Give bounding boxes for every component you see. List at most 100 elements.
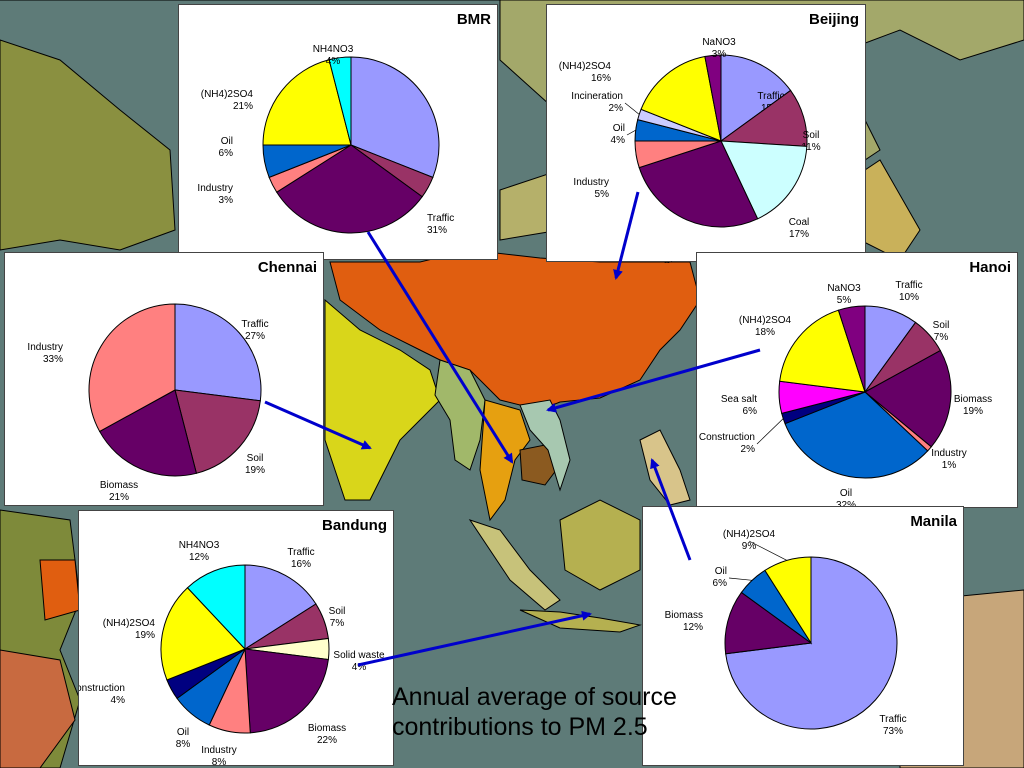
slice-label-nano3: NaNO3 [702,37,736,48]
chart-title-bandung: Bandung [322,517,387,534]
pie-chart-bmr: Traffic31%Soil4%Biomass31%Industry3%Oil6… [197,44,454,236]
slice-value-soil: 7% [934,332,949,343]
slice-value-industry: 3% [219,195,234,206]
slice-value-oil: 8% [176,739,191,750]
pie-slice-industry [88,303,176,433]
pie-slice-nano3 [704,54,722,142]
slice-value-industry: 1% [942,460,957,471]
panel-beijing: Traffic15%Soil11%Coal17%Biomass27%Indust… [546,4,866,263]
pie-slice--nh4-2so4 [262,59,352,146]
slice-label--nh4-2so4: (NH4)2SO4 [201,89,254,100]
slice-value--nh4-2so4: 18% [755,327,775,338]
slice-label-soil: Soil [329,606,346,617]
pie-slice-nano3 [837,305,866,393]
chart-title-chennai: Chennai [257,259,317,276]
slice-value-soil: 19% [245,465,265,476]
caption-line-2: contributions to PM 2.5 [392,713,648,741]
slice-value-oil: 6% [219,148,234,159]
slice-label--nh4-2so4: (NH4)2SO4 [739,315,792,326]
slice-value-traffic: 16% [291,559,311,570]
slice-value--nh4-2so4: 16% [591,73,611,84]
chart-title-beijing: Beijing [808,11,859,28]
pie-slice-biomass [864,349,952,448]
slice-value-oil: 4% [611,135,626,146]
slice-label-soil: Soil [933,320,950,331]
slice-label-soil: Soil [803,130,820,141]
slice-label-oil: Oil [840,488,852,499]
slice-label-nh4no3: NH4NO3 [179,540,220,551]
map-borneo [559,499,641,591]
pie-chart-beijing: Traffic15%Soil11%Coal17%Biomass27%Indust… [559,37,821,263]
slice-value--nh4-2so4: 21% [233,101,253,112]
panel-bandung: Traffic 16% Soil 7% Solid waste 4% Biomass 22% I… [78,510,394,767]
slice-value-nh4no3: 12% [189,552,209,563]
slice-value-solid-waste: 4% [352,662,367,673]
slice-value-coal: 17% [789,229,809,240]
slice-value-oil: 32% [836,500,856,509]
slice-label-soil: Soil [247,453,264,464]
slice-label-biomass: Biomass [954,394,992,405]
pie-slice-oil [784,391,929,479]
panel-chennai: Traffic 27% Soil 19% Biomass 21% Industry 33% C… [4,252,324,506]
map-arabia [39,559,81,621]
pie-slice-biomass [98,389,197,477]
slice-label-oil: Oil [177,727,189,738]
slice-label-biomass: Biomass [664,261,702,263]
chart-title-bmr: BMR [456,11,491,28]
slice-value--nh4-2so4: 19% [135,630,155,641]
slice-value-biomass: 21% [109,492,129,503]
slice-label--nh4-2so4: (NH4)2SO4 [559,61,612,72]
slice-label-coal: Coal [789,217,810,228]
slice-value-oil: 6% [713,578,728,589]
leader-line-construction [756,418,784,445]
slice-value--nh4-2so4: 9% [742,541,757,552]
slice-label-traffic: Traffic [757,91,784,102]
slice-label-incineration: Incineration [571,91,623,102]
slice-label-biomass: Biomass [308,723,346,734]
pie-slice-traffic [720,54,792,142]
pie-slice--nh4-2so4 [640,55,722,142]
pie-slice-nh4no3 [186,564,246,651]
slice-value-traffic: 27% [245,331,265,342]
slice-label-oil: Oil [221,136,233,147]
slice-value-soil: 11% [801,142,820,153]
slice-value-industry: 33% [43,354,63,365]
slice-value-nano3: 5% [837,295,852,306]
slide-caption: Annual average of source contributions t… [392,682,732,742]
pie-slice-biomass [724,591,813,655]
slice-value-construction: 4% [111,695,126,706]
map-sumatra [468,519,561,611]
pie-slice-nh4no3 [328,56,352,146]
panel-manila: Traffic 73% Biomass 12% Oil 6% (NH4)2SO4 9% Man… [642,506,964,766]
slice-label-industry: Industry [201,745,237,756]
pie-slice--nh4-2so4 [764,556,812,645]
slice-label-oil: Oil [613,123,625,134]
pie-slice--nh4-2so4 [779,309,866,393]
slice-value-sea-salt: 6% [743,406,758,417]
slice-value-industry: 8% [212,757,227,767]
slice-label-biomass: Biomass [665,610,703,621]
pie-slice-biomass [244,648,329,734]
leader-line--nh4-2so4 [748,540,788,561]
slice-label-nano3: NaNO3 [827,283,861,294]
slice-value-traffic: 10% [899,292,919,303]
slice-label--nh4-2so4: (NH4)2SO4 [723,529,776,540]
slice-value-traffic: 31% [427,225,447,236]
leader-line-oil [728,577,753,581]
slice-value-traffic: 73% [883,726,903,737]
slice-label-industry: Industry [27,342,63,353]
slice-value-biomass: 22% [317,735,337,746]
slice-label-traffic: Traffic [241,319,268,330]
chart-title-manila: Manila [910,513,957,530]
pie-slice-traffic [244,564,317,650]
slice-label-sea-salt: Sea salt [721,394,757,405]
caption-line-1: Annual average of source [392,683,677,711]
pie-slice-biomass [276,144,423,234]
pie-slice-coal [720,140,808,220]
slice-label-biomass: Biomass [100,480,138,491]
pie-slice-traffic [350,56,440,179]
map-africa-east [0,649,76,768]
